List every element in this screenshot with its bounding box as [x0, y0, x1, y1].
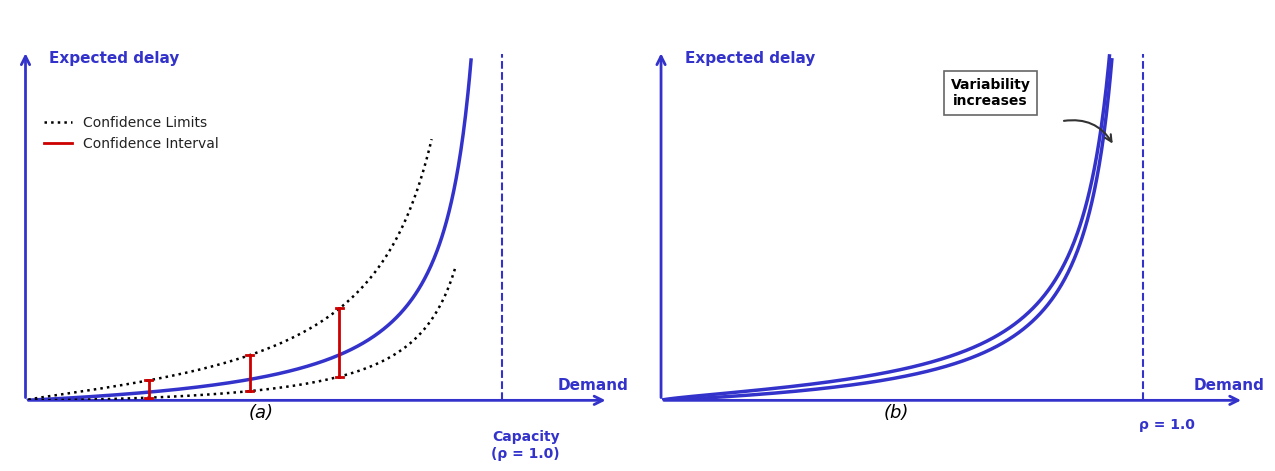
Text: ρ = 1.0: ρ = 1.0 — [1139, 418, 1195, 432]
Text: Variability
increases: Variability increases — [951, 78, 1030, 108]
Legend: Confidence Limits, Confidence Interval: Confidence Limits, Confidence Interval — [38, 111, 224, 157]
Text: Expected delay: Expected delay — [685, 51, 815, 65]
Text: Capacity
(ρ = 1.0): Capacity (ρ = 1.0) — [491, 430, 560, 461]
Text: (a): (a) — [249, 404, 273, 422]
Text: (b): (b) — [884, 404, 909, 422]
Text: Expected delay: Expected delay — [48, 51, 180, 65]
Text: Demand: Demand — [1193, 378, 1265, 393]
Text: Demand: Demand — [557, 378, 629, 393]
